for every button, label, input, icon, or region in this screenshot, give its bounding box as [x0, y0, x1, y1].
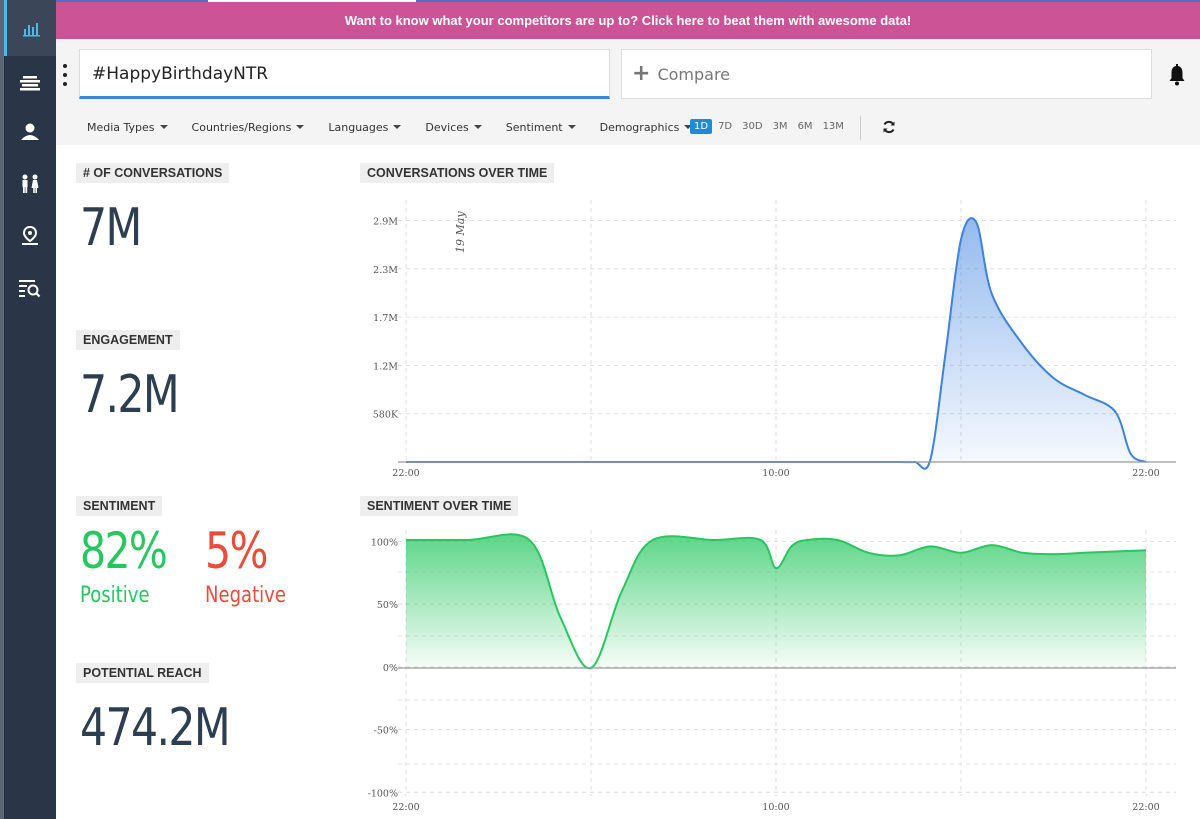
filter-label: Sentiment: [505, 120, 563, 134]
range-6m[interactable]: 6M: [797, 121, 813, 132]
filter-demographics[interactable]: Demographics: [600, 121, 693, 134]
topic-search-input[interactable]: #HappyBirthdayNTR: [79, 49, 610, 99]
sidebar-item-search-list[interactable]: [4, 260, 56, 316]
filter-languages[interactable]: Languages: [328, 120, 402, 134]
series-line: [405, 533, 1147, 670]
x-tick-label: 10:00: [762, 468, 789, 479]
bell-icon[interactable]: [1168, 64, 1186, 86]
compare-input[interactable]: + Compare: [621, 49, 1152, 99]
compare-label: Compare: [657, 64, 731, 84]
engagement-label: ENGAGEMENT: [76, 330, 180, 350]
filter-label: Languages: [328, 120, 389, 134]
x-tick-label: 22:00: [392, 802, 419, 813]
engagement-value: 7.2M: [80, 365, 180, 425]
filter-label: Media Types: [87, 120, 155, 134]
y-tick-label: 580K: [373, 410, 399, 421]
filter-devices[interactable]: Devices: [425, 120, 482, 134]
sentiment-chart: 100% 50% 0% -50% -100% 22:00 10:00 22:00: [368, 530, 1176, 813]
more-menu-icon[interactable]: [62, 64, 68, 86]
topic-search-value: #HappyBirthdayNTR: [92, 64, 269, 84]
plus-icon: +: [632, 61, 651, 86]
caret-down-icon: [159, 125, 168, 129]
reach-value: 474.2M: [80, 698, 231, 758]
promo-banner[interactable]: Want to know what your competitors are u…: [56, 0, 1200, 39]
x-tick-label: 22:00: [392, 468, 419, 479]
filter-media-types[interactable]: Media Types: [87, 121, 168, 134]
filter-countries-regions[interactable]: Countries/Regions: [192, 121, 305, 134]
positive-sentiment-value: 82%: [80, 522, 168, 580]
date-annotation: 19 May: [454, 211, 467, 253]
caret-down-icon: [473, 125, 482, 129]
bar-chart-icon: [22, 23, 40, 37]
sidebar: [0, 0, 56, 819]
y-tick-label: -50%: [374, 726, 398, 737]
refresh-icon[interactable]: [882, 120, 896, 134]
range-13m[interactable]: 13M: [822, 121, 844, 132]
caret-down-icon: [393, 125, 402, 129]
y-tick-label: 0%: [383, 663, 398, 674]
sidebar-item-analytics[interactable]: [4, 0, 56, 56]
y-tick-label: 2.3M: [373, 265, 398, 276]
sidebar-edge: [0, 0, 4, 819]
range-30d[interactable]: 30D: [742, 121, 763, 132]
positive-sentiment-label: Positive: [80, 583, 150, 608]
caret-down-icon: [567, 125, 576, 129]
location-pin-icon: [22, 226, 38, 245]
conversations-label: # OF CONVERSATIONS: [76, 163, 230, 183]
x-tick-label: 22:00: [1132, 468, 1159, 479]
caret-down-icon: [684, 125, 693, 129]
sentiment-chart-title: SENTIMENT OVER TIME: [360, 496, 519, 516]
y-tick-label: 1.2M: [373, 361, 398, 372]
series-area: [406, 534, 1146, 669]
filter-label: Devices: [425, 120, 469, 134]
reach-label: POTENTIAL REACH: [76, 663, 209, 683]
y-tick-label: -100%: [368, 788, 398, 799]
y-tick-label: 2.9M: [373, 216, 398, 227]
x-tick-label: 22:00: [1132, 802, 1159, 813]
negative-sentiment-label: Negative: [205, 583, 286, 608]
filter-label: Countries/Regions: [191, 120, 292, 134]
time-range-selector: 1D 7D 30D 3M 6M 13M: [690, 119, 850, 134]
promo-banner-text: Want to know what your competitors are u…: [344, 13, 912, 28]
sidebar-item-locations[interactable]: [4, 208, 56, 264]
range-divider: [860, 116, 861, 140]
y-tick-label: 100%: [371, 537, 398, 548]
x-tick-label: 10:00: [762, 802, 789, 813]
range-1d[interactable]: 1D: [690, 119, 713, 134]
range-3m[interactable]: 3M: [772, 121, 788, 132]
filter-sentiment[interactable]: Sentiment: [506, 121, 576, 134]
filter-label: Demographics: [599, 120, 680, 134]
caret-down-icon: [296, 125, 305, 129]
banner-divider: [208, 0, 416, 2]
conversations-value: 7M: [80, 198, 142, 258]
people-icon: [22, 174, 39, 193]
sidebar-item-influencers[interactable]: [4, 104, 56, 160]
range-7d[interactable]: 7D: [718, 121, 733, 132]
sidebar-item-demographics[interactable]: [4, 156, 56, 212]
dashboard-main: [56, 145, 1200, 819]
conversations-chart-title: CONVERSATIONS OVER TIME: [360, 163, 555, 183]
stream-icon: [20, 76, 40, 91]
y-tick-label: 50%: [377, 600, 398, 611]
series-area: [406, 218, 1146, 469]
filter-bar: Media Types Countries/Regions Languages …: [87, 118, 716, 136]
negative-sentiment-value: 5%: [205, 522, 268, 580]
conversations-chart: 580K 1.2M 1.7M 2.3M 2.9M 22:00 10:00 22:00 19 Ma…: [373, 200, 1176, 479]
sidebar-item-stream[interactable]: [4, 56, 56, 112]
list-search-icon: [19, 280, 41, 298]
y-tick-label: 1.7M: [373, 313, 398, 324]
sentiment-label: SENTIMENT: [76, 496, 163, 516]
user-icon: [21, 123, 39, 140]
